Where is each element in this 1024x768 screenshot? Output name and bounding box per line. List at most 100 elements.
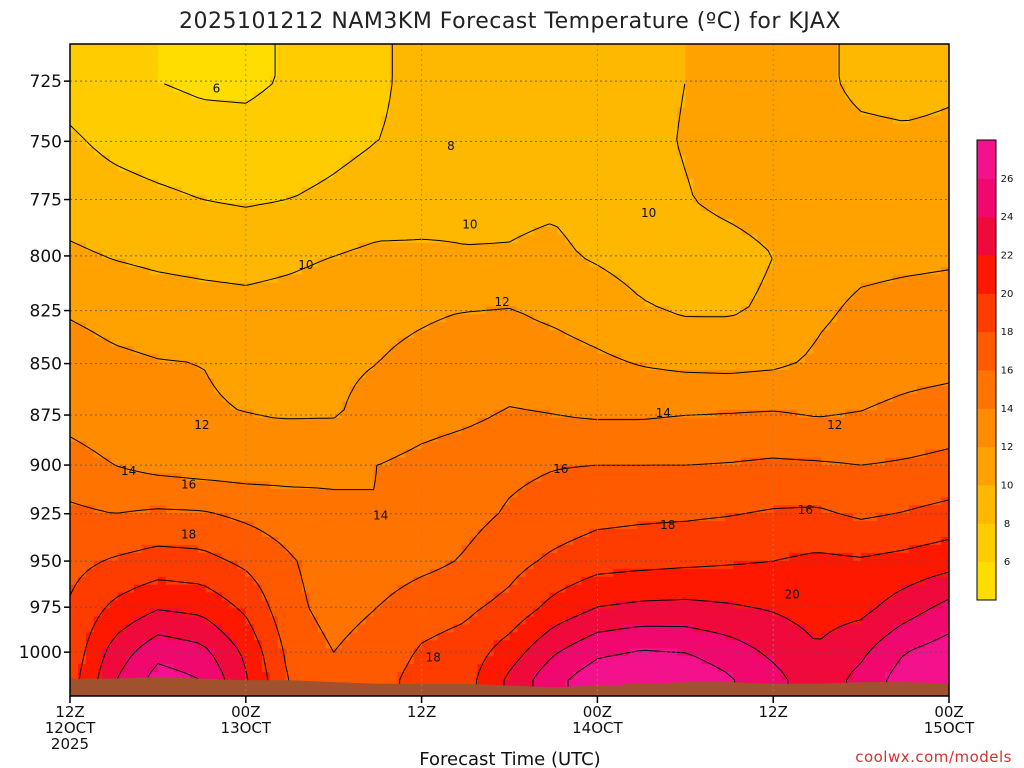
temperature-cell: [365, 377, 375, 387]
temperature-cell: [685, 242, 694, 252]
temperature-cell: [333, 171, 343, 180]
temperature-cell: [133, 99, 143, 109]
temperature-cell: [333, 322, 343, 331]
temperature-cell: [317, 242, 327, 252]
temperature-cell: [901, 179, 910, 188]
temperature-cell: [541, 250, 551, 260]
temperature-cell: [245, 107, 255, 117]
temperature-cell: [189, 123, 199, 133]
temperature-cell: [445, 393, 455, 403]
temperature-cell: [453, 91, 463, 101]
temperature-cell: [333, 59, 343, 69]
temperature-cell: [381, 385, 391, 395]
temperature-cell: [429, 187, 439, 196]
temperature-cell: [917, 377, 926, 387]
temperature-cell: [349, 322, 359, 331]
temperature-cell: [141, 298, 151, 307]
temperature-cell: [261, 171, 271, 180]
temperature-cell: [405, 107, 415, 117]
temperature-cell: [589, 385, 598, 395]
temperature-cell: [301, 385, 311, 395]
temperature-cell: [805, 91, 814, 101]
temperature-cell: [653, 354, 662, 363]
temperature-cell: [501, 354, 511, 363]
temperature-cell: [349, 139, 359, 148]
temperature-cell: [525, 393, 535, 403]
temperature-cell: [597, 330, 606, 339]
temperature-cell: [253, 290, 263, 300]
temperature-cell: [693, 314, 702, 323]
temperature-cell: [525, 354, 535, 363]
temperature-cell: [861, 282, 870, 292]
temperature-cell: [645, 370, 654, 379]
temperature-cell: [901, 210, 910, 220]
temperature-cell: [581, 330, 591, 339]
temperature-cell: [477, 179, 487, 188]
temperature-cell: [885, 354, 894, 363]
temperature-cell: [133, 346, 143, 355]
temperature-cell: [933, 377, 942, 387]
temperature-cell: [765, 250, 774, 260]
temperature-cell: [157, 234, 167, 244]
temperature-cell: [789, 258, 798, 268]
temperature-cell: [293, 274, 303, 284]
temperature-cell: [397, 338, 407, 347]
temperature-cell: [445, 346, 455, 355]
temperature-cell: [733, 370, 742, 379]
temperature-cell: [70, 139, 79, 148]
temperature-cell: [781, 370, 790, 379]
temperature-cell: [589, 83, 598, 93]
temperature-cell: [797, 266, 806, 276]
temperature-cell: [349, 147, 359, 156]
temperature-cell: [117, 314, 127, 323]
temperature-cell: [445, 354, 455, 363]
temperature-cell: [909, 377, 918, 387]
temperature-cell: [365, 298, 375, 307]
temperature-cell: [885, 51, 894, 61]
temperature-cell: [829, 330, 838, 339]
temperature-cell: [149, 107, 159, 117]
temperature-cell: [421, 179, 431, 188]
temperature-cell: [525, 155, 535, 164]
temperature-cell: [741, 242, 750, 252]
temperature-cell: [685, 203, 694, 212]
temperature-cell: [405, 385, 415, 395]
temperature-cell: [333, 298, 343, 307]
temperature-cell: [133, 290, 143, 300]
temperature-cell: [893, 75, 902, 85]
temperature-cell: [341, 401, 351, 411]
temperature-cell: [293, 346, 303, 355]
temperature-cell: [685, 44, 694, 53]
temperature-cell: [165, 370, 175, 379]
temperature-cell: [405, 377, 415, 387]
temperature-cell: [757, 218, 766, 228]
temperature-cell: [621, 298, 630, 307]
temperature-cell: [485, 274, 495, 284]
temperature-cell: [541, 115, 551, 125]
temperature-cell: [597, 44, 606, 53]
temperature-cell: [357, 250, 367, 260]
temperature-cell: [493, 179, 503, 188]
temperature-cell: [485, 147, 495, 156]
temperature-cell: [597, 354, 606, 363]
temperature-cell: [717, 242, 726, 252]
temperature-cell: [941, 210, 949, 220]
temperature-cell: [229, 377, 239, 387]
temperature-cell: [117, 330, 127, 339]
temperature-cell: [773, 83, 782, 93]
temperature-cell: [589, 362, 598, 371]
temperature-cell: [77, 163, 87, 172]
temperature-cell: [685, 210, 694, 220]
temperature-cell: [613, 67, 622, 77]
temperature-cell: [805, 306, 814, 315]
temperature-cell: [477, 51, 487, 61]
temperature-cell: [269, 370, 279, 379]
temperature-cell: [813, 139, 822, 148]
temperature-cell: [165, 91, 175, 101]
temperature-cell: [429, 322, 439, 331]
temperature-cell: [597, 155, 606, 164]
temperature-cell: [925, 234, 934, 244]
temperature-cell: [317, 147, 327, 156]
temperature-cell: [621, 51, 630, 61]
temperature-cell: [365, 290, 375, 300]
